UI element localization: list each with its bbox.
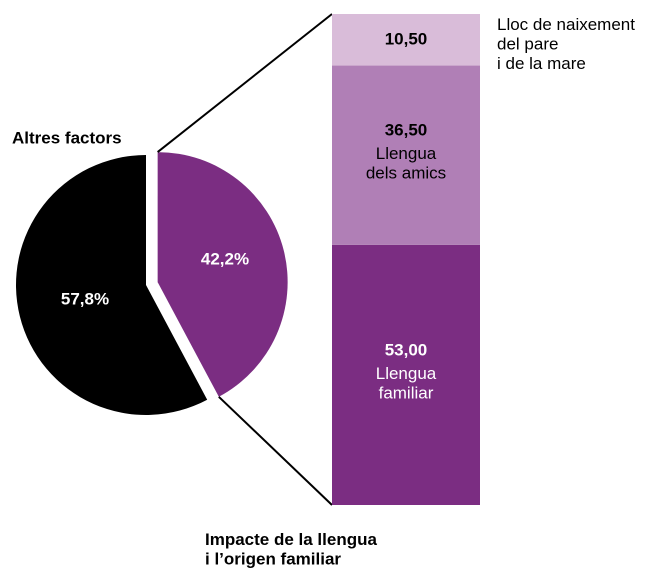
pie-slice bbox=[157, 152, 288, 397]
segment-label: Llengua dels amics bbox=[366, 145, 446, 184]
value-label: 53,00 bbox=[385, 340, 428, 359]
bar-segment bbox=[332, 244, 480, 505]
value-label: 36,50 bbox=[385, 121, 428, 140]
pie-slice bbox=[15, 155, 208, 415]
slice-label: 42,2% bbox=[201, 249, 249, 268]
connector bbox=[218, 396, 333, 506]
segment-label: Llengua familiar bbox=[376, 364, 437, 403]
segment-label: Lloc de naixement del pare i de la mare bbox=[497, 15, 635, 73]
bar-segment bbox=[332, 14, 480, 66]
connector bbox=[157, 13, 333, 153]
category-label: Impacte de la llengua i l’origen familiar bbox=[205, 530, 377, 569]
category-label: Altres factors bbox=[12, 128, 122, 147]
bar-segment bbox=[332, 65, 480, 245]
value-label: 10,50 bbox=[385, 29, 428, 48]
slice-label: 57,8% bbox=[61, 289, 109, 308]
